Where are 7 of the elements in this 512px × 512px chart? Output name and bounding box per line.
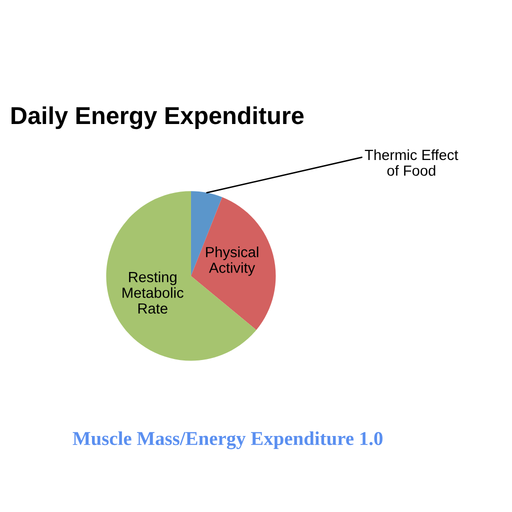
chart-title: Daily Energy Expenditure [12,106,304,130]
slice-label: Resting Metabolic Rate [122,272,184,314]
text: Muscle Mass/Energy Expenditure 1.0 [72,431,382,450]
slice-label: Thermic Effect of Food [364,149,458,176]
pie-slice [190,197,276,330]
pie-slice [106,191,256,361]
slice-label: Physical Activity [206,246,258,276]
